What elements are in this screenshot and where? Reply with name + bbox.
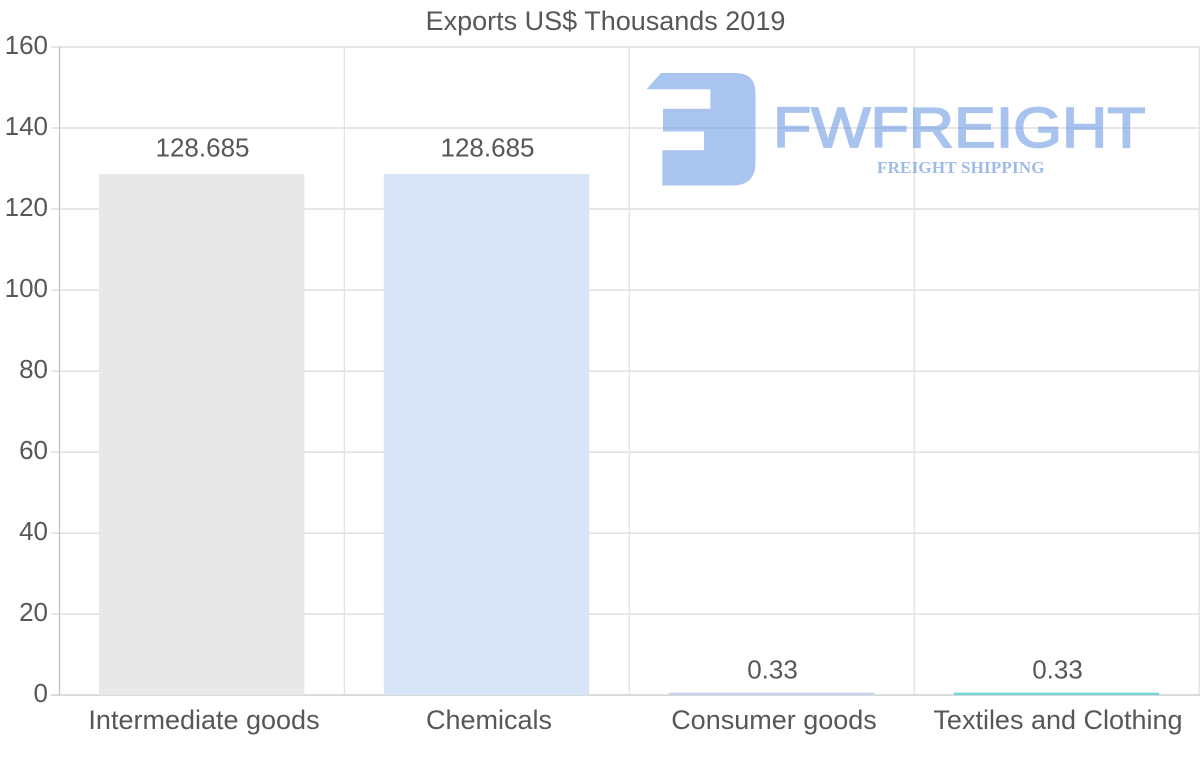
- svg-text:Exports US$ Thousands 2019: Exports US$ Thousands 2019: [426, 6, 786, 36]
- svg-text:Chemicals: Chemicals: [426, 705, 552, 735]
- svg-text:140: 140: [5, 111, 48, 141]
- svg-text:Textiles and Clothing: Textiles and Clothing: [933, 705, 1182, 735]
- svg-text:100: 100: [5, 273, 48, 303]
- svg-text:FREIGHT SHIPPING: FREIGHT SHIPPING: [877, 158, 1045, 177]
- svg-text:160: 160: [5, 30, 48, 60]
- svg-text:120: 120: [5, 192, 48, 222]
- svg-text:0.33: 0.33: [1032, 655, 1083, 685]
- svg-text:128.685: 128.685: [441, 132, 535, 162]
- svg-text:Consumer goods: Consumer goods: [671, 705, 877, 735]
- svg-text:20: 20: [19, 597, 48, 627]
- svg-text:128.685: 128.685: [156, 132, 250, 162]
- svg-text:Intermediate goods: Intermediate goods: [88, 705, 319, 735]
- svg-text:0: 0: [34, 678, 48, 708]
- svg-text:0.33: 0.33: [747, 655, 798, 685]
- svg-text:40: 40: [19, 516, 48, 546]
- svg-text:FWFREIGHT: FWFREIGHT: [773, 96, 1146, 160]
- svg-text:80: 80: [19, 354, 48, 384]
- svg-text:60: 60: [19, 435, 48, 465]
